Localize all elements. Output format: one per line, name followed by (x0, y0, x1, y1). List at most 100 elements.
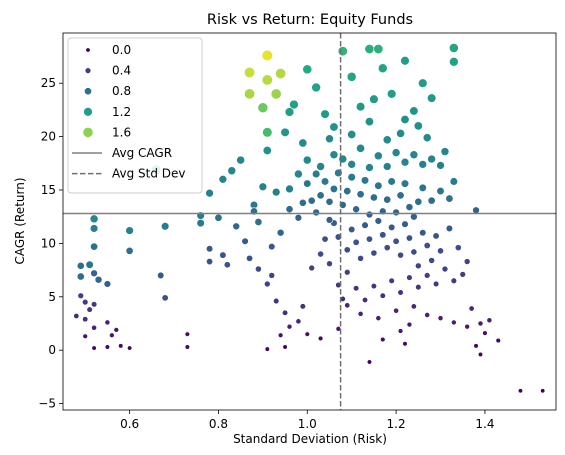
data-point (409, 106, 419, 116)
legend-label: Avg Std Dev (112, 167, 186, 181)
data-point (436, 161, 445, 170)
data-point (321, 235, 329, 243)
data-point (418, 78, 428, 88)
data-point (396, 191, 405, 200)
data-point (268, 242, 276, 251)
data-point (308, 264, 315, 272)
chart-title: Risk vs Return: Equity Funds (207, 12, 413, 28)
data-point (241, 237, 249, 245)
data-point (91, 324, 97, 331)
data-point (90, 269, 98, 278)
data-point (303, 179, 312, 188)
data-point (448, 43, 459, 53)
data-point (344, 302, 351, 309)
data-point (294, 169, 303, 179)
data-points (73, 43, 546, 394)
data-point (286, 323, 293, 330)
data-point (284, 107, 295, 117)
data-point (214, 213, 223, 222)
data-point (325, 134, 334, 144)
legend-label: 0.4 (112, 64, 131, 78)
data-point (360, 176, 370, 185)
data-point (365, 210, 374, 219)
data-point (294, 214, 303, 222)
data-point (85, 260, 94, 269)
data-point (295, 318, 302, 325)
data-point (299, 303, 306, 310)
data-point (379, 231, 387, 239)
data-point (392, 208, 400, 217)
data-point (218, 175, 228, 184)
data-point (347, 160, 356, 169)
data-point (397, 251, 404, 259)
data-point (285, 205, 294, 214)
data-point (335, 326, 342, 332)
data-point (329, 184, 338, 193)
data-point (405, 234, 413, 242)
data-point (82, 333, 88, 340)
x-tick-label: 1.0 (298, 417, 317, 431)
data-point (285, 184, 294, 194)
data-point (311, 82, 321, 93)
data-point (184, 331, 191, 337)
data-point (348, 225, 356, 234)
data-point (380, 336, 386, 343)
data-point (386, 89, 397, 99)
data-point (415, 284, 422, 291)
data-point (317, 250, 325, 258)
data-point (370, 282, 378, 290)
data-point (82, 316, 89, 323)
x-axis-label: Standard Deviation (Risk) (233, 432, 387, 446)
legend-label: 0.8 (112, 84, 131, 98)
data-point (113, 327, 120, 333)
data-point (262, 127, 273, 138)
data-point (357, 254, 364, 262)
data-point (268, 272, 276, 279)
data-point (374, 217, 383, 225)
axes-frame (62, 32, 557, 411)
data-point (463, 258, 471, 265)
data-point (104, 344, 111, 350)
data-point (329, 150, 339, 160)
data-point (355, 102, 366, 112)
data-point (205, 188, 214, 198)
data-point (90, 301, 98, 308)
data-point (109, 332, 115, 339)
data-point (477, 351, 484, 358)
data-point (254, 218, 263, 226)
data-point (347, 173, 356, 182)
data-point (382, 135, 392, 145)
data-point (517, 388, 523, 394)
data-point (298, 138, 308, 148)
data-point (449, 57, 459, 67)
data-point (125, 246, 134, 255)
data-point (387, 177, 396, 186)
data-point (346, 71, 357, 82)
data-point (320, 109, 330, 119)
data-point (161, 294, 169, 302)
data-point (352, 205, 360, 214)
data-point (370, 249, 378, 257)
data-point (410, 248, 418, 256)
data-point (419, 229, 427, 237)
data-point (450, 277, 458, 284)
data-point (468, 305, 475, 312)
data-point (357, 310, 364, 317)
data-point (160, 222, 170, 231)
data-point (90, 242, 99, 251)
data-point (472, 206, 480, 215)
data-point (206, 258, 214, 266)
data-point (227, 166, 237, 176)
data-point (400, 115, 410, 125)
legend-label: 1.2 (112, 105, 131, 119)
data-point (397, 289, 404, 296)
data-point (418, 160, 428, 169)
data-point (205, 245, 214, 253)
data-point (391, 148, 401, 157)
data-point (427, 154, 436, 164)
data-point (424, 312, 431, 318)
data-point (196, 218, 205, 228)
data-point (383, 195, 392, 204)
data-point (73, 313, 80, 320)
data-point (366, 359, 373, 365)
